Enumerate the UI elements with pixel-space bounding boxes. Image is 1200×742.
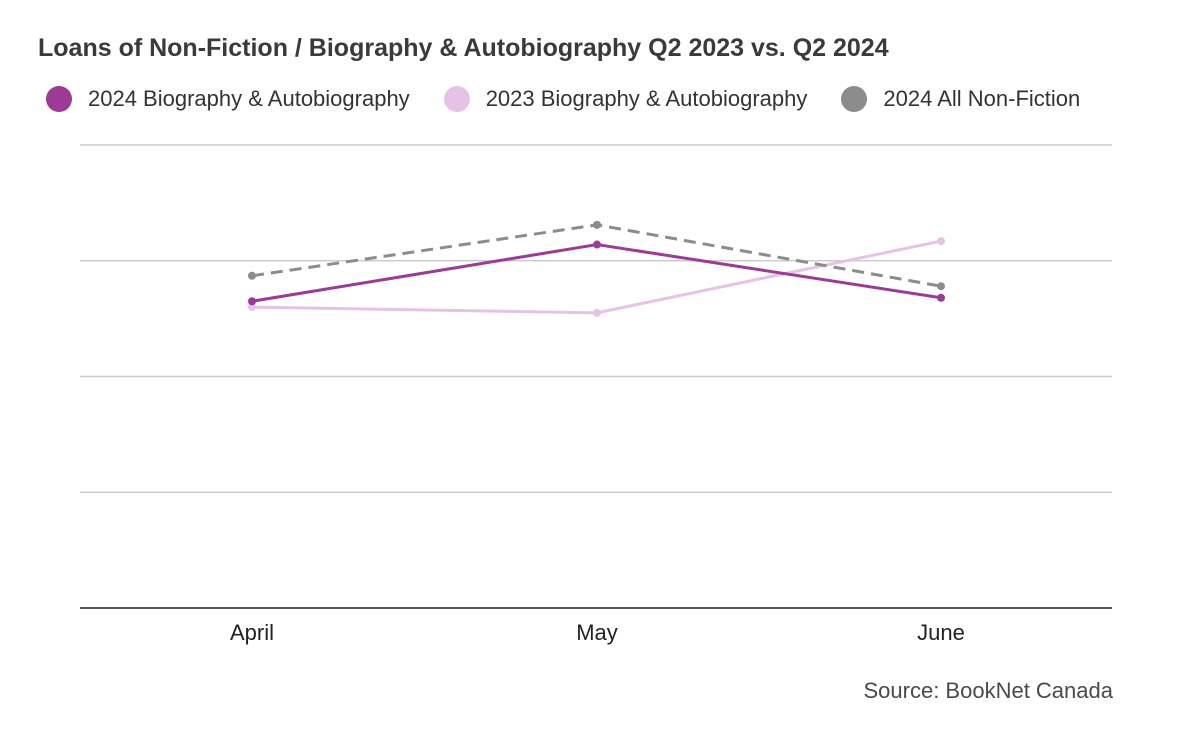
series-line: [251, 243, 942, 303]
legend-label: 2024 All Non-Fiction: [883, 86, 1081, 111]
series-line: [251, 239, 942, 315]
x-tick-label: June: [917, 620, 965, 645]
legend-label: 2023 Biography & Autobiography: [485, 86, 808, 111]
data-point[interactable]: [937, 282, 945, 291]
legend-dot-icon: [443, 86, 470, 112]
legend: 2024 Biography & Autobiography 2023 Biog…: [46, 86, 1114, 112]
legend-label: 2024 Biography & Autobiography: [88, 86, 410, 111]
data-point[interactable]: [593, 240, 601, 249]
data-point[interactable]: [248, 271, 256, 280]
series-line: [251, 223, 942, 288]
data-point[interactable]: [937, 237, 945, 246]
data-point[interactable]: [248, 297, 256, 306]
legend-dot-icon: [841, 86, 868, 112]
source-note: Source: BookNet Canada: [863, 678, 1114, 703]
data-point[interactable]: [593, 308, 601, 317]
data-point[interactable]: [248, 303, 256, 312]
legend-dot-icon: [46, 86, 72, 112]
legend-item-2024-all-non-fiction[interactable]: 2024 All Non-Fiction: [841, 86, 1080, 112]
data-point[interactable]: [593, 220, 601, 229]
x-tick-label: May: [576, 620, 618, 645]
x-tick-label: April: [230, 620, 274, 645]
legend-item-2023-biography[interactable]: 2023 Biography & Autobiography: [443, 86, 808, 112]
data-point[interactable]: [937, 293, 945, 302]
chart-title: Loans of Non-Fiction / Biography & Autob…: [38, 34, 889, 62]
legend-item-2024-biography[interactable]: 2024 Biography & Autobiography: [46, 86, 410, 112]
